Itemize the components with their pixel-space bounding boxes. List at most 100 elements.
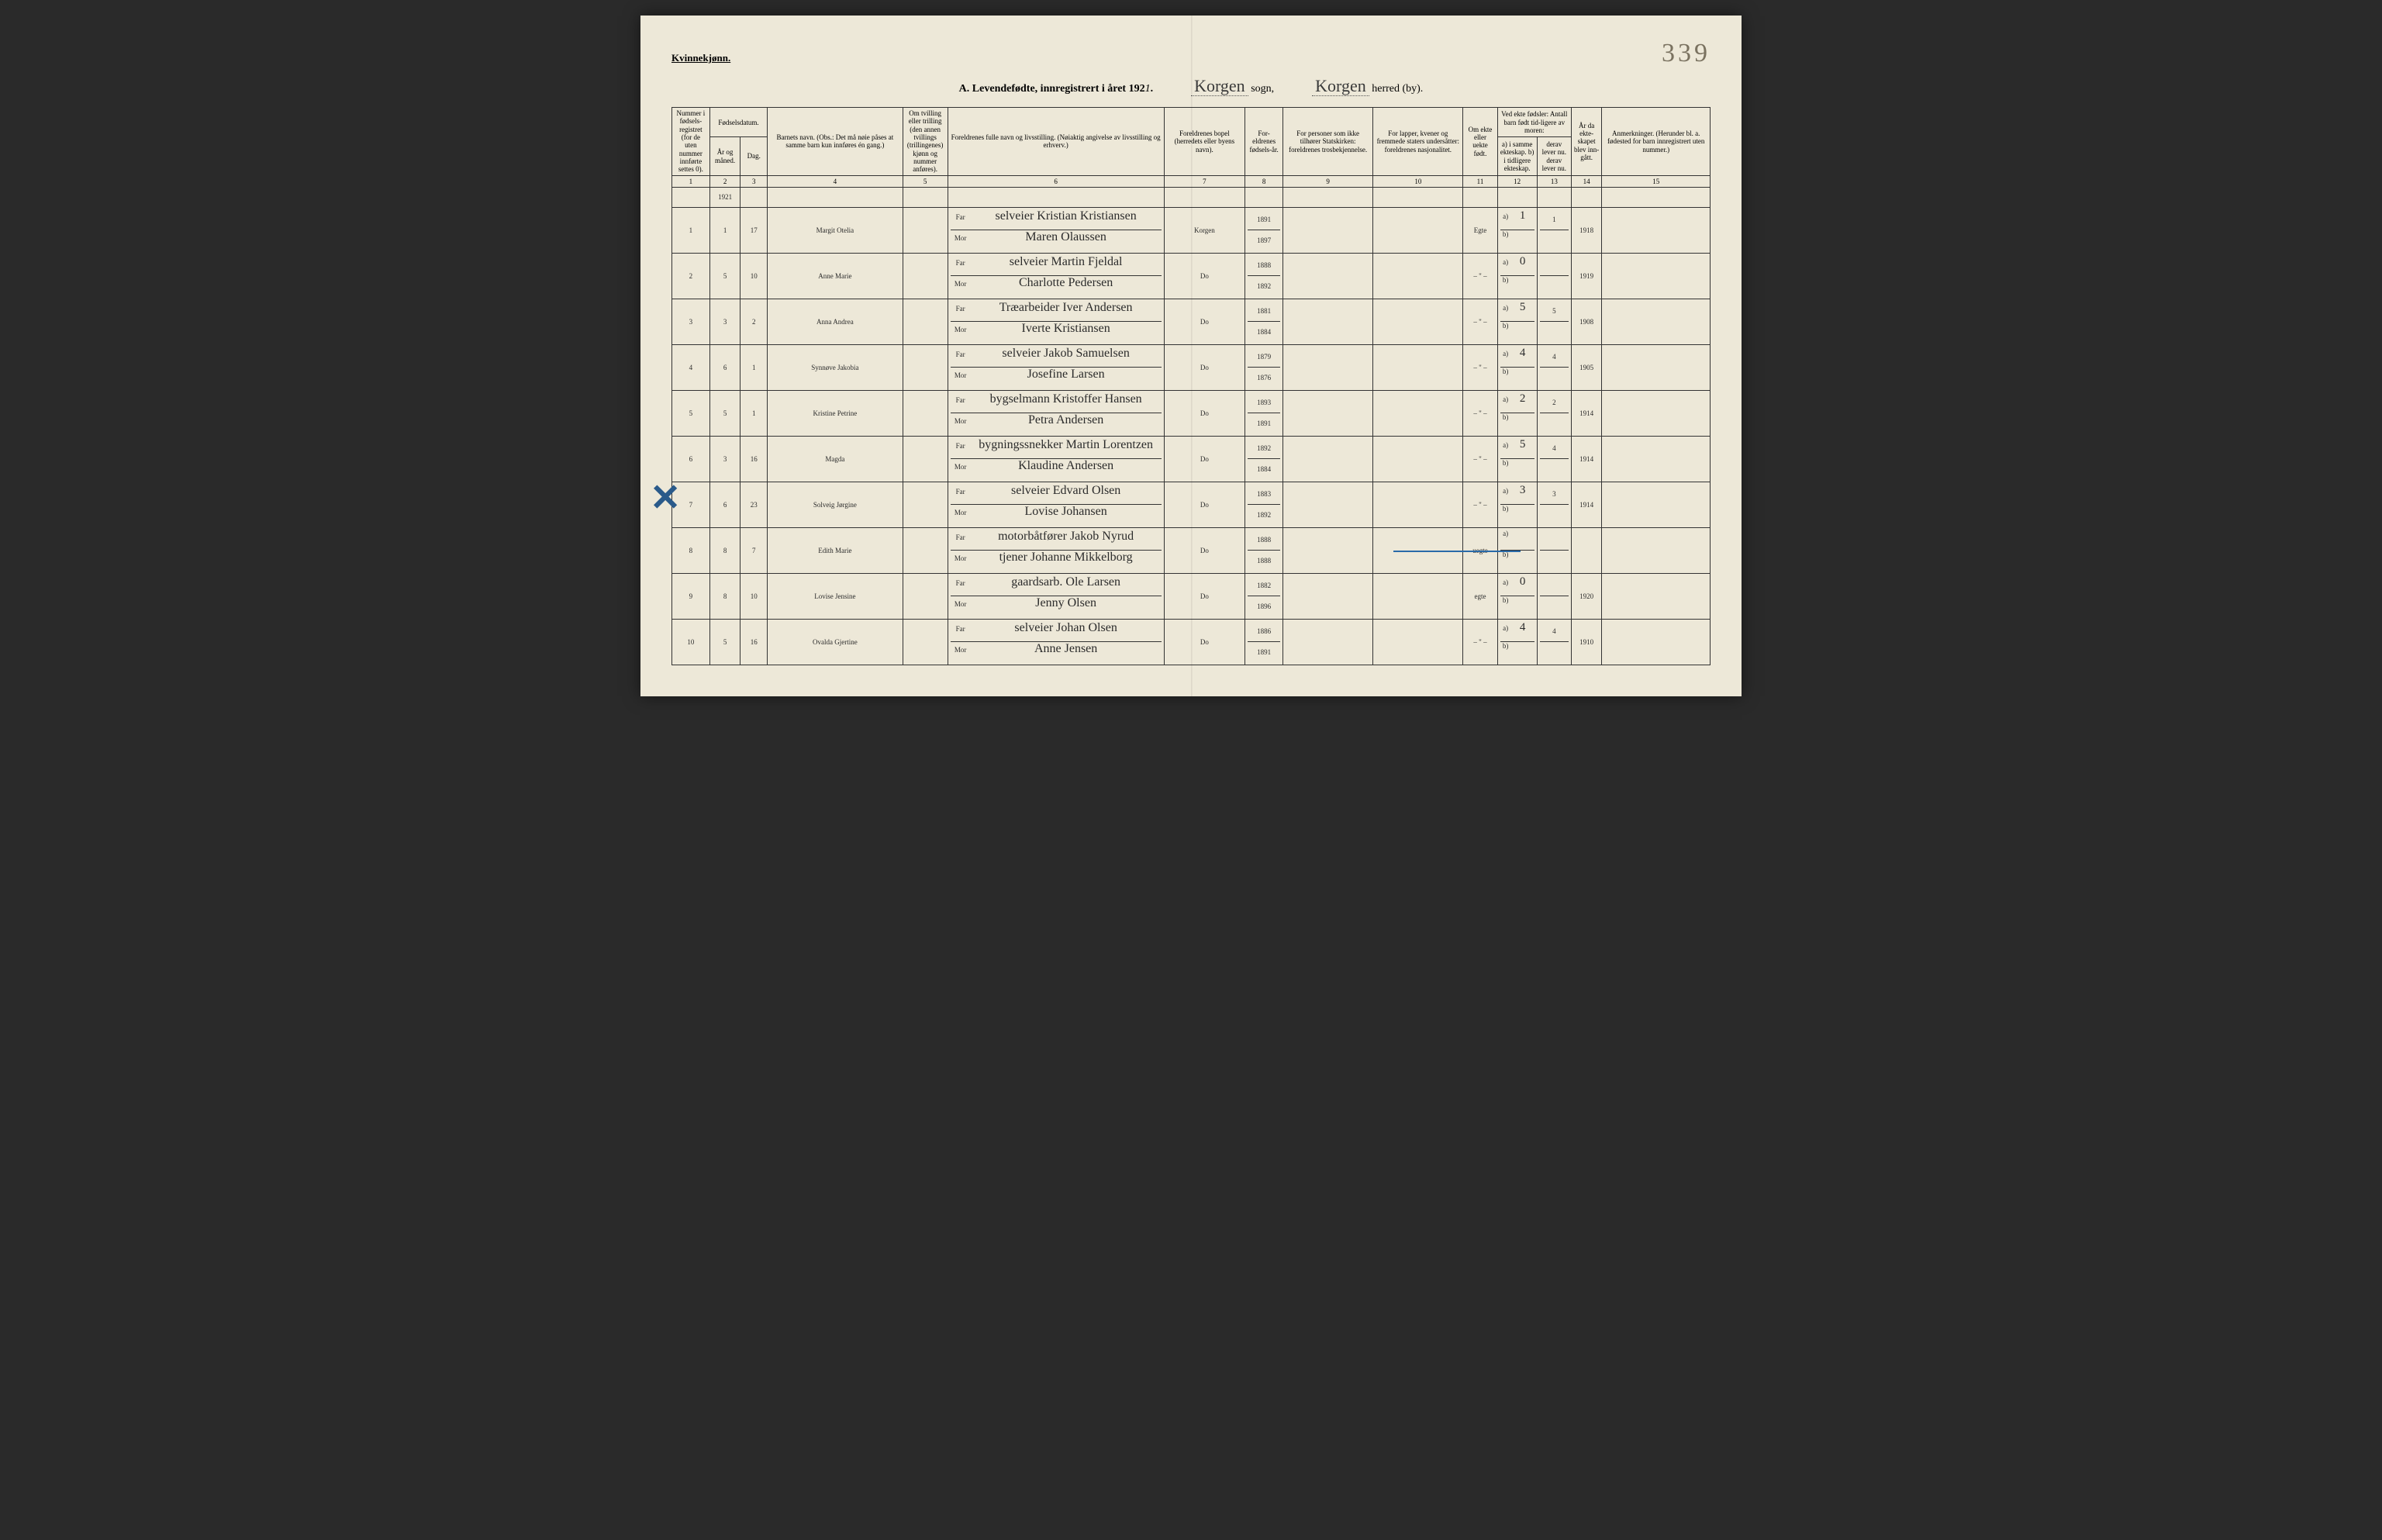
cell [1373,482,1463,528]
col-11-header: Om ekte eller uekte født. [1463,108,1497,176]
ab-cell: a)5b) [1497,437,1537,482]
far-label: Far [951,305,971,312]
father-year: 1892 [1248,438,1280,459]
mor-label: Mor [951,371,971,379]
column-number-row: 1 2 3 4 5 6 7 8 9 10 11 12 13 14 15 [672,175,1711,187]
table-row: 332Anna AndreaFarTræarbeider Iver Anders… [672,299,1711,345]
far-label: Far [951,350,971,358]
cell: 5 [672,391,710,437]
cell: 10 [672,620,710,665]
cell [1283,574,1373,620]
cell: Lovise Jensine [768,574,903,620]
cell [768,188,903,208]
parents-cell: FarTræarbeider Iver AndersenMorIverte Kr… [948,299,1164,345]
year-row: 1921 [672,188,1711,208]
table-row: 461Synnøve JakobiaFarselveier Jakob Samu… [672,345,1711,391]
cell: 1 [672,208,710,254]
father-name: selveier Martin Fjeldal [971,255,1162,269]
cell [1164,188,1245,208]
mother-year: 1897 [1248,230,1280,251]
alive-cell: 3 [1537,482,1571,528]
cell: 1 [740,391,768,437]
table-header: Nummer i fødsels-registret (for de uten … [672,108,1711,188]
cell: Do [1164,345,1245,391]
alive-a: 4 [1540,347,1569,368]
mor-label: Mor [951,600,971,608]
cell: Do [1164,254,1245,299]
alive-a [1540,255,1569,276]
cell: Margit Otelia [768,208,903,254]
alive-a: 2 [1540,392,1569,413]
alive-a: 4 [1540,621,1569,642]
alive-a: 5 [1540,301,1569,322]
colnum: 3 [740,175,768,187]
cell [1602,528,1711,574]
cell [1283,299,1373,345]
father-name: motorbåtfører Jakob Nyrud [971,530,1162,544]
ab-cell: a)3b) [1497,482,1537,528]
gender-label: Kvinnekjønn. [671,52,730,64]
mother-name: Anne Jensen [971,642,1162,656]
cell: Do [1164,299,1245,345]
col-2a-header: År og måned. [709,137,740,175]
table-row: 7623Solveig JørgineFarselveier Edvard Ol… [672,482,1711,528]
mother-year: 1876 [1248,368,1280,388]
count-a: 2 [1511,392,1534,406]
parents-cell: Farmotorbåtfører Jakob NyrudMortjener Jo… [948,528,1164,574]
mother-name: Lovise Johansen [971,505,1162,519]
table-row: 9810Lovise JensineFargaardsarb. Ole Lars… [672,574,1711,620]
title-main: Levendefødte, innregistrert i året 192 [972,83,1145,95]
cell: – " – [1463,482,1497,528]
cell [1602,437,1711,482]
cell: 23 [740,482,768,528]
far-label: Far [951,213,971,221]
birthyears-cell: 18881888 [1245,528,1283,574]
cell: – " – [1463,437,1497,482]
cell [1283,482,1373,528]
title-row: A. Levendefødte, innregistrert i året 19… [671,76,1711,96]
colnum: 5 [903,175,948,187]
cell: 3 [709,437,740,482]
cell [903,188,948,208]
cell: Magda [768,437,903,482]
father-year: 1891 [1248,209,1280,230]
col-13-header: derav lever nu. derav lever nu. [1537,137,1571,175]
ab-cell: a)5b) [1497,299,1537,345]
birthyears-cell: 18911897 [1245,208,1283,254]
parents-cell: Farselveier Edvard OlsenMorLovise Johans… [948,482,1164,528]
mother-name: Josefine Larsen [971,368,1162,382]
parents-cell: Farselveier Kristian KristiansenMorMaren… [948,208,1164,254]
mother-name: Jenny Olsen [971,596,1162,610]
cell: 7 [740,528,768,574]
year-suffix: 1 [1145,83,1151,95]
cell: 4 [672,345,710,391]
col-12-header-top: Ved ekte fødsler: Antall barn født tid-l… [1497,108,1571,137]
far-label: Far [951,259,971,267]
mother-year: 1892 [1248,505,1280,526]
colnum: 12 [1497,175,1537,187]
mother-year: 1888 [1248,551,1280,571]
cell [1373,574,1463,620]
register-page: Kvinnekjønn. 3 3 9 A. Levendefødte, innreg… [640,16,1742,696]
cell [1373,208,1463,254]
colnum: 6 [948,175,1164,187]
mor-label: Mor [951,280,971,288]
birthyears-cell: 18821896 [1245,574,1283,620]
mother-name: Petra Andersen [971,413,1162,427]
cell: 1908 [1571,299,1602,345]
cell: Anne Marie [768,254,903,299]
colnum: 9 [1283,175,1373,187]
cell [1602,482,1711,528]
cell: 2 [740,299,768,345]
far-label: Far [951,579,971,587]
ab-cell: a)2b) [1497,391,1537,437]
father-year: 1888 [1248,255,1280,276]
ab-cell: a)4b) [1497,345,1537,391]
cell: 6 [709,345,740,391]
count-a: 0 [1511,575,1534,589]
mor-label: Mor [951,463,971,471]
birthyears-cell: 18831892 [1245,482,1283,528]
cell: 5 [709,254,740,299]
cell: 10 [740,574,768,620]
cell: – " – [1463,391,1497,437]
